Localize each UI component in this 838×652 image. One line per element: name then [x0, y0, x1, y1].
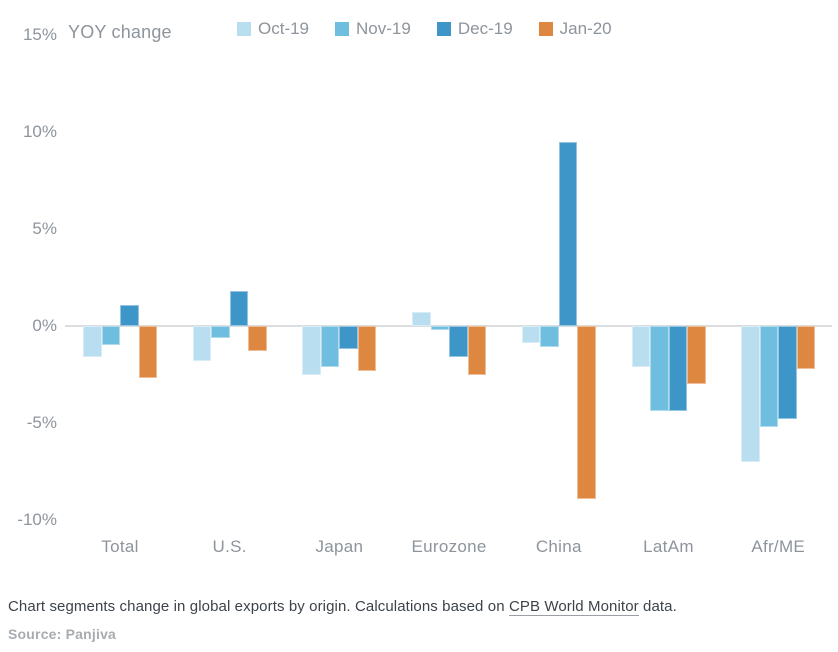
y-axis-tick-label: 10% — [22, 122, 57, 141]
x-axis-category-label: Japan — [315, 537, 364, 556]
x-axis-category-label: Total — [101, 537, 139, 556]
bar-latam-jan-20 — [687, 326, 706, 385]
bar-eurozone-dec-19 — [449, 326, 468, 358]
bar-total-oct-19 — [83, 326, 102, 358]
chart-caption: Chart segments change in global exports … — [8, 598, 677, 616]
bar-japan-jan-20 — [357, 326, 377, 371]
bar-total-nov-19 — [101, 326, 120, 346]
bar-afrme-jan-20 — [796, 326, 816, 369]
chart-title: YOY change — [68, 22, 172, 42]
bar-afrme-dec-19 — [778, 326, 797, 420]
caption-suffix: data. — [638, 598, 677, 615]
bar-total-jan-20 — [138, 326, 157, 379]
legend-swatch-icon — [436, 22, 451, 36]
bar-us-oct-19 — [192, 326, 212, 361]
legend-swatch-icon — [538, 22, 553, 36]
legend-swatch-icon — [335, 22, 350, 36]
bar-eurozone-oct-19 — [412, 312, 431, 326]
legend-label: Oct-19 — [258, 19, 310, 38]
legend-swatch-icon — [237, 22, 251, 36]
bar-eurozone-nov-19 — [430, 326, 450, 330]
legend-item-nov-19: Nov-19 — [335, 19, 411, 39]
bar-japan-nov-19 — [320, 326, 340, 367]
bar-china-dec-19 — [558, 141, 578, 326]
y-axis-tick-label: 0% — [32, 316, 57, 335]
bar-japan-oct-19 — [302, 326, 321, 375]
bar-latam-oct-19 — [631, 326, 650, 367]
x-axis-category-label: Eurozone — [411, 537, 487, 556]
legend-item-dec-19: Dec-19 — [436, 19, 513, 39]
bar-japan-dec-19 — [339, 326, 358, 350]
y-axis-tick-label: -10% — [17, 510, 57, 529]
bar-latam-nov-19 — [650, 326, 669, 412]
legend-item-oct-19: Oct-19 — [237, 19, 309, 39]
x-axis-category-label: U.S. — [212, 537, 247, 556]
legend-label: Jan-20 — [559, 19, 612, 38]
y-axis-tick-label: -5% — [26, 413, 57, 432]
chart-legend: Oct-19 Nov-19 Dec-19 Jan-20 — [237, 19, 612, 39]
x-axis-category-label: China — [535, 537, 582, 556]
bar-total-dec-19 — [120, 304, 139, 326]
legend-item-jan-20: Jan-20 — [538, 19, 612, 39]
bar-china-jan-20 — [577, 326, 596, 499]
bar-afrme-nov-19 — [759, 326, 779, 427]
legend-label: Nov-19 — [356, 19, 411, 38]
cpb-world-monitor-link[interactable]: CPB World Monitor — [508, 598, 639, 616]
y-axis-tick-label: 5% — [32, 219, 57, 238]
x-axis-category-label: LatAm — [643, 537, 694, 556]
bar-us-nov-19 — [211, 326, 230, 338]
bar-us-jan-20 — [248, 326, 267, 352]
bar-china-nov-19 — [540, 326, 559, 348]
source-credit: Source: Panjiva — [8, 626, 117, 642]
bar-us-dec-19 — [229, 291, 249, 326]
bar-eurozone-jan-20 — [467, 326, 487, 375]
x-axis-category-label: Afr/ME — [751, 537, 806, 556]
caption-text: Chart segments change in global exports … — [8, 598, 509, 615]
y-axis-tick-label: 15% — [22, 25, 57, 44]
bar-china-oct-19 — [521, 326, 541, 344]
bar-afrme-oct-19 — [741, 326, 760, 462]
legend-label: Dec-19 — [457, 19, 513, 38]
bar-latam-dec-19 — [668, 326, 687, 412]
